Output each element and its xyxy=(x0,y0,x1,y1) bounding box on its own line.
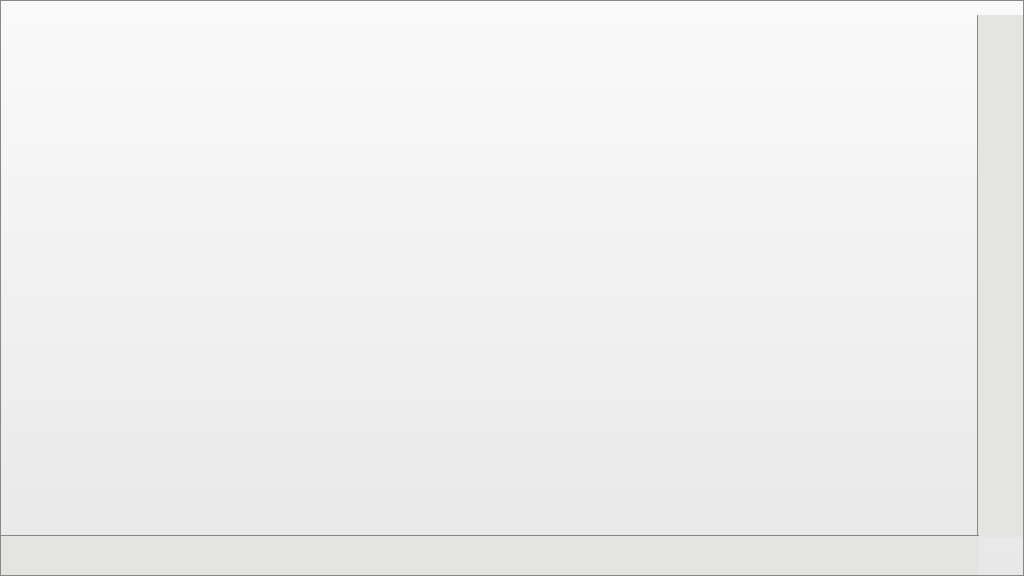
x-axis xyxy=(1,535,979,575)
chart-container xyxy=(0,0,1024,576)
y-axis xyxy=(977,15,1023,537)
plot-area[interactable] xyxy=(1,15,979,537)
